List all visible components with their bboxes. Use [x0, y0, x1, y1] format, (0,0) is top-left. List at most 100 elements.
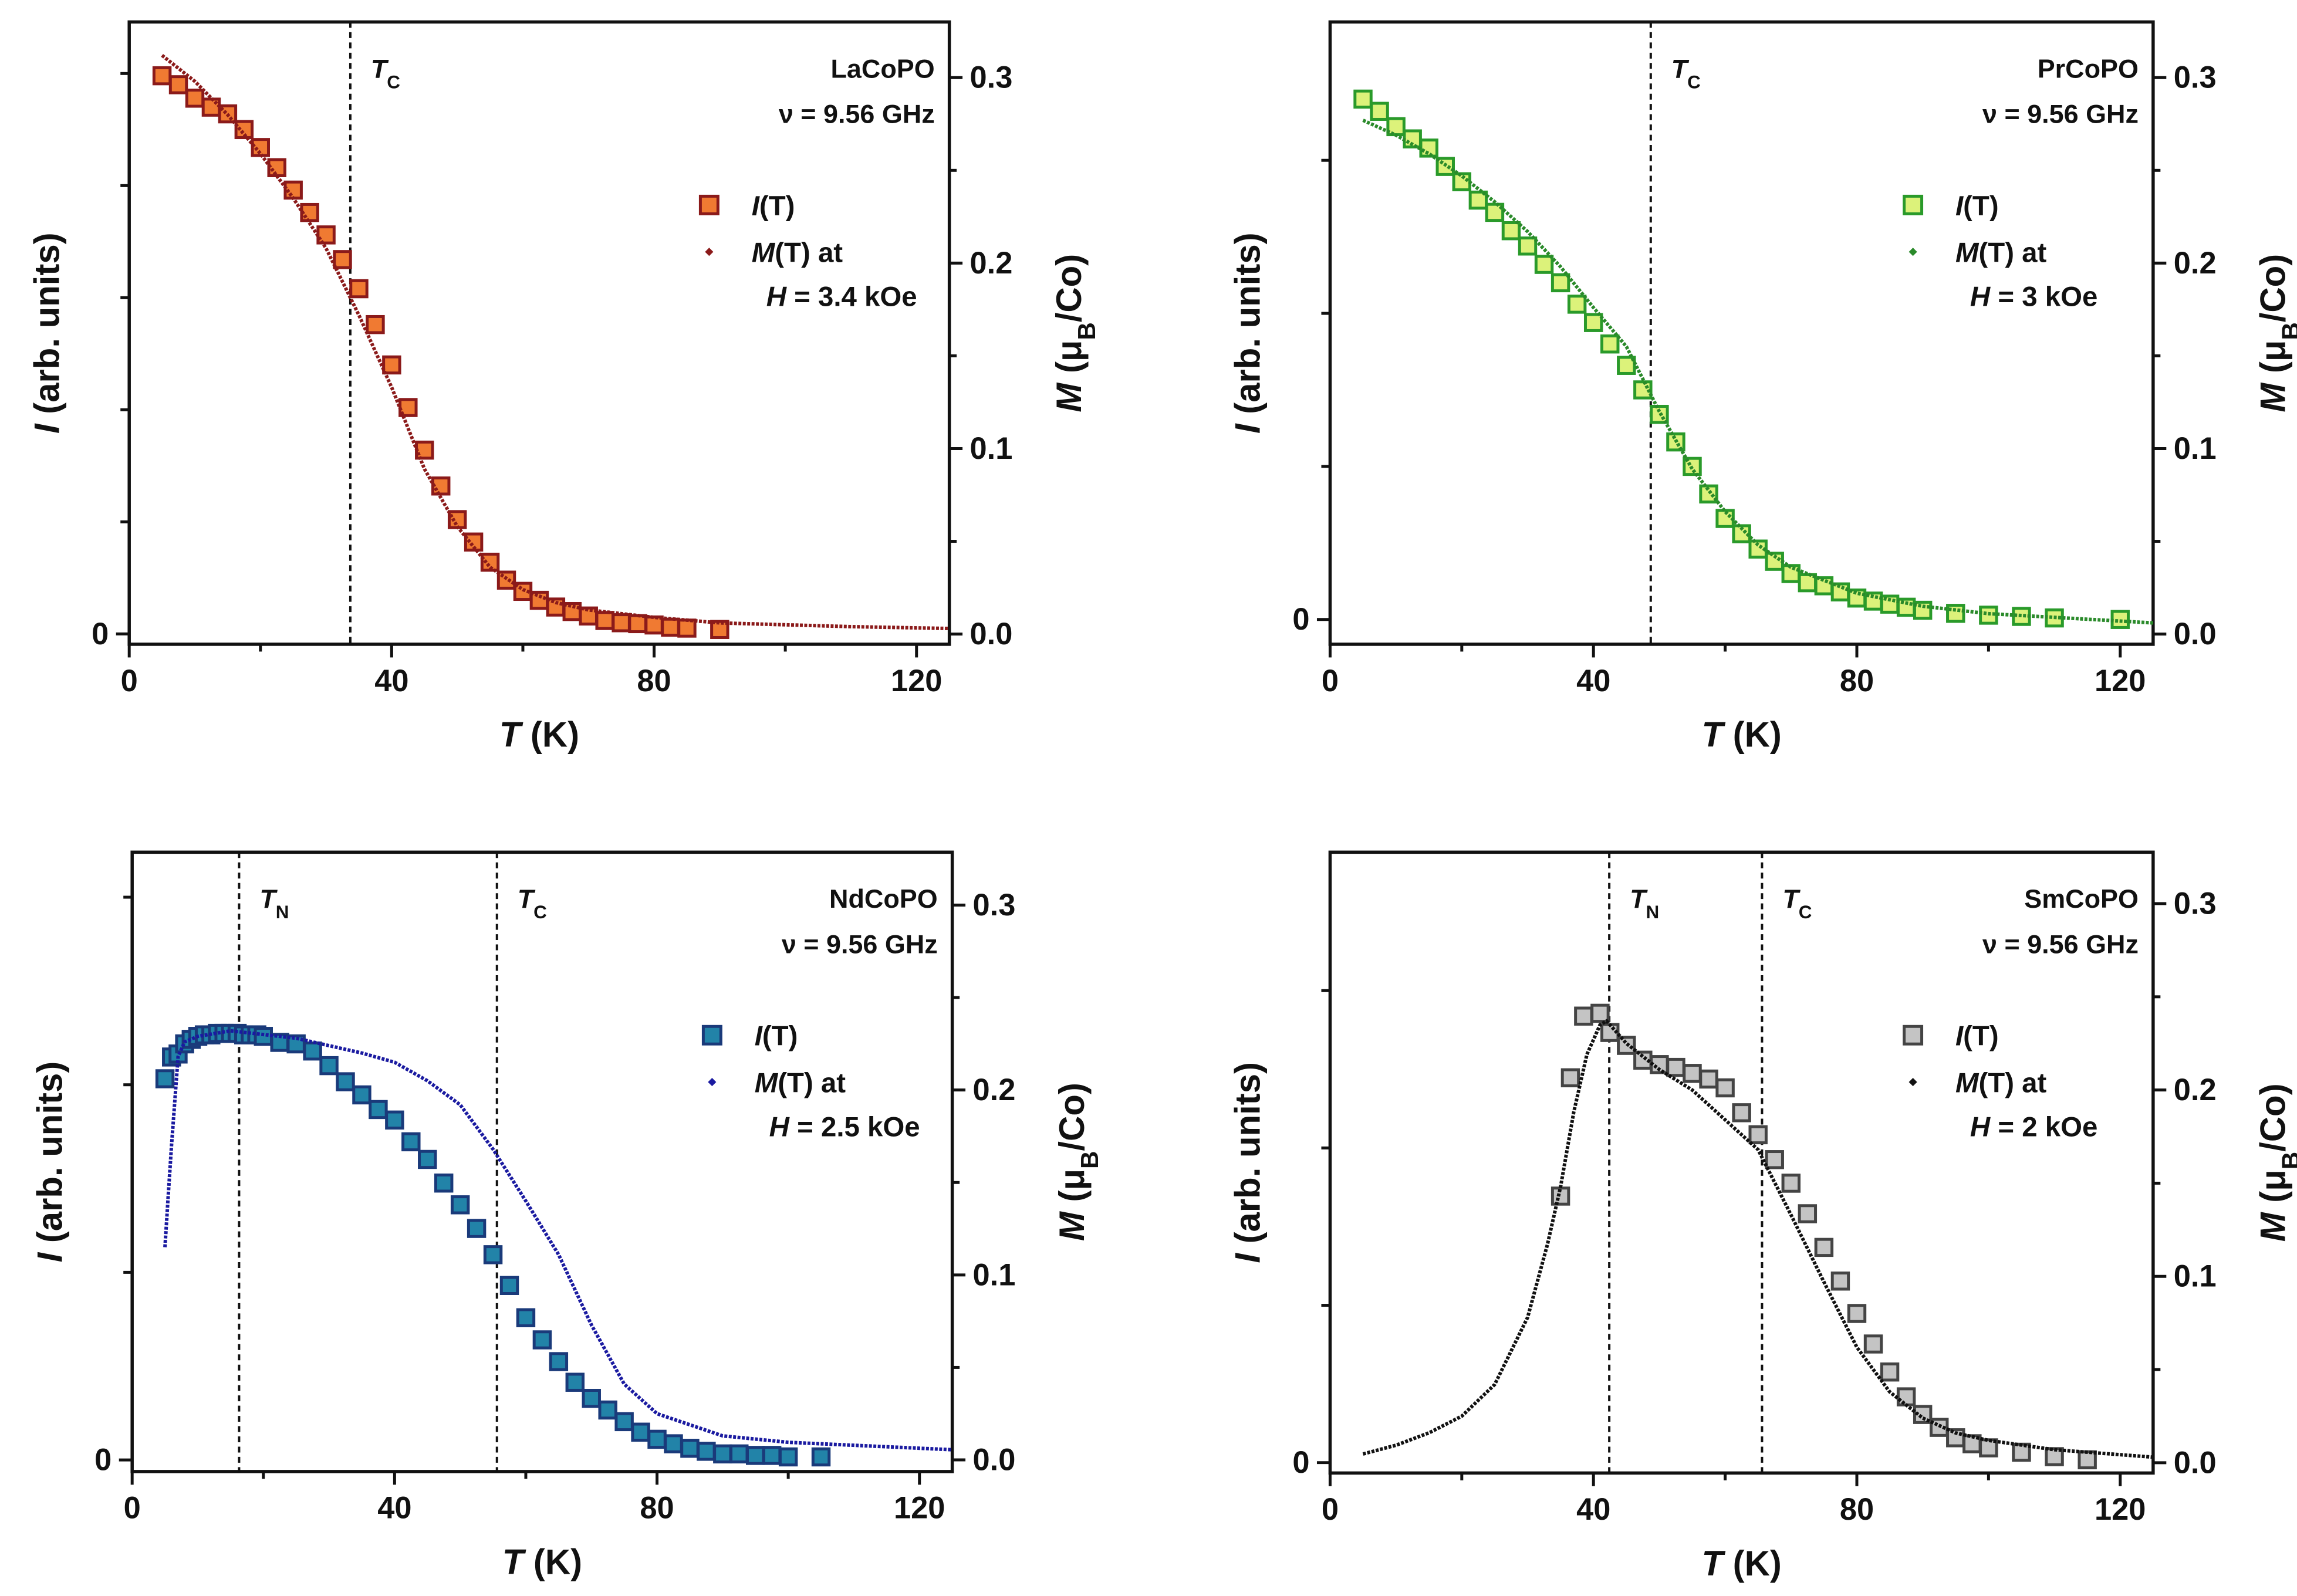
data-square [1386, 117, 1406, 137]
data-square [1666, 1057, 1685, 1077]
x-tick-label: 0 [124, 1492, 141, 1526]
text-part: I [1955, 1021, 1964, 1052]
data-square [418, 1149, 437, 1169]
legend-symbol [698, 194, 719, 215]
legend-label: M(T) at [1955, 238, 2047, 269]
y2-tick-label: 0.3 [973, 888, 1016, 922]
y2-tick-label: 0.0 [970, 617, 1013, 651]
text-part: (T) at [778, 1068, 846, 1099]
y2-tick-label: 0.3 [2174, 61, 2217, 95]
data-curve [161, 53, 950, 631]
plot-frame [130, 850, 954, 1473]
data-square [677, 618, 697, 638]
data-square [316, 225, 336, 245]
text-part: (μ [1052, 1169, 1092, 1212]
legend-symbol [1903, 194, 1924, 215]
data-square [582, 1388, 601, 1408]
text-part: C [1687, 72, 1701, 92]
legend-label: I(T) [1955, 191, 1999, 222]
panel: 0 40 80 120 0 0.0 0.1 0.2 0.3 T (K) I (arb. units)… [27, 20, 1100, 755]
data-square [1715, 1078, 1735, 1098]
data-square [385, 1110, 404, 1130]
text-part: T [518, 884, 536, 914]
text-part: (T) at [1978, 238, 2046, 269]
data-square [595, 611, 614, 630]
data-square [529, 590, 549, 610]
text-part: B [1076, 1151, 1103, 1169]
data-square [1633, 380, 1653, 400]
legend-symbol [1908, 1078, 1917, 1087]
data-square [562, 601, 582, 621]
plot-frame [1328, 850, 2155, 1475]
y2-tick-label: 0.2 [973, 1073, 1016, 1107]
transition-label: TN [1630, 884, 1659, 922]
text-part: N [276, 902, 289, 922]
data-square [1979, 1438, 1998, 1458]
y2-axis-label: M (μB/Co) [1052, 1083, 1103, 1241]
data-square [1781, 1174, 1801, 1193]
data-square [336, 1072, 355, 1091]
legend-label: I(T) [755, 1021, 798, 1052]
legend-symbol [1908, 248, 1917, 256]
data-square [2078, 1450, 2097, 1470]
data-square [155, 1069, 175, 1088]
x-tick-label: 40 [377, 1492, 411, 1526]
data-square [614, 1412, 634, 1432]
data-square [464, 532, 484, 552]
data-square [1551, 273, 1570, 293]
text-part: B [1073, 322, 1100, 340]
text-part: M [1955, 238, 1980, 269]
data-square [644, 615, 664, 635]
text-part: I [1228, 1253, 1268, 1263]
frequency: ν = 9.56 GHz [1982, 99, 2139, 129]
x-tick-label: 80 [637, 664, 671, 698]
text-part: (arb. units) [30, 1061, 69, 1253]
text-part: /Co) [2253, 1083, 2292, 1151]
data-square [1560, 1068, 1580, 1088]
data-square [1830, 1272, 1850, 1291]
data-square [1574, 1006, 1593, 1026]
data-square [483, 1245, 503, 1264]
data-square [319, 1056, 339, 1076]
sample-name: PrCoPO [2038, 53, 2139, 83]
x-tick-label: 80 [1840, 1493, 1874, 1527]
x-tick-label: 120 [2095, 664, 2146, 698]
data-square [1468, 190, 1488, 210]
data-square [366, 315, 385, 334]
text-part: C [533, 902, 547, 922]
y-axis-label: I (arb. units) [1228, 232, 1268, 434]
data-square [1732, 1103, 1751, 1122]
data-square [762, 1446, 782, 1465]
data-square [382, 355, 401, 375]
text-part: H [1970, 1111, 1991, 1142]
text-part: T [499, 715, 523, 755]
text-part: = 3 kOe [1990, 282, 2097, 313]
panel: 0 40 80 120 0 0.0 0.1 0.2 0.3 T (K) I (arb. units)… [1228, 850, 2297, 1583]
data-square [168, 75, 188, 94]
text-part: M [1049, 383, 1089, 412]
data-square [746, 1446, 765, 1465]
x-tick-label: 120 [2095, 1493, 2146, 1527]
text-part: B [2276, 322, 2297, 340]
data-square [434, 1174, 454, 1193]
data-square [565, 1372, 585, 1392]
x-axis-label: T (K) [499, 715, 579, 755]
data-square [1814, 1237, 1834, 1257]
data-square [185, 89, 205, 108]
data-square [333, 250, 352, 269]
data-square [1567, 295, 1587, 314]
y-axis-label: I (arb. units) [1228, 1062, 1268, 1263]
data-square [1600, 334, 1620, 354]
text-part: H [766, 282, 788, 313]
data-square [1814, 576, 1834, 596]
y-tick-label: 0 [1292, 603, 1309, 637]
data-square [1583, 313, 1603, 332]
text-part: M [2253, 383, 2292, 412]
text-part: (T) [1963, 1021, 1999, 1052]
text-part: T [1630, 884, 1648, 914]
y2-axis-label: M (μB/Co) [2253, 1083, 2297, 1242]
legend-symbol [708, 1078, 717, 1087]
data-square [349, 279, 369, 299]
y2-tick-label: 0.1 [970, 432, 1013, 466]
